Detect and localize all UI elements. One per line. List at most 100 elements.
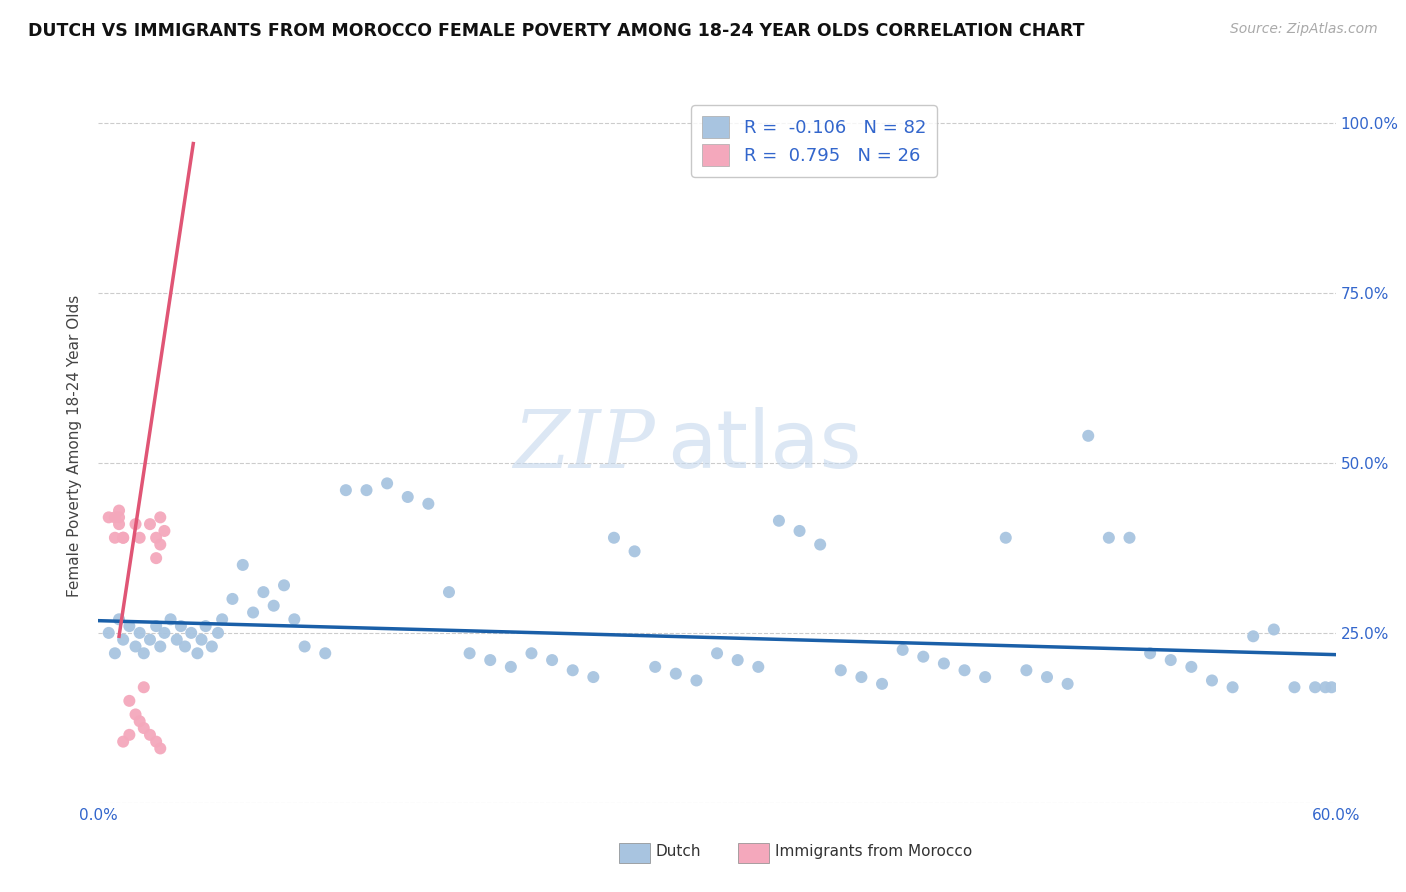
Point [1241, 629, 1264, 643]
Point [190, 632, 212, 647]
Point [242, 606, 264, 620]
Point [194, 619, 217, 633]
Point [499, 660, 522, 674]
Point [112, 531, 135, 545]
Point [118, 728, 141, 742]
Point [356, 483, 378, 498]
Point [263, 599, 285, 613]
Point [149, 741, 172, 756]
Point [479, 653, 502, 667]
Point [149, 640, 172, 654]
Point [1284, 680, 1306, 694]
Text: Source: ZipAtlas.com: Source: ZipAtlas.com [1230, 22, 1378, 37]
Point [132, 721, 155, 735]
Point [314, 646, 336, 660]
Point [1303, 680, 1326, 694]
Point [108, 510, 131, 524]
Point [139, 728, 162, 742]
Point [520, 646, 543, 660]
Point [1180, 660, 1202, 674]
Point [145, 734, 167, 748]
Point [623, 544, 645, 558]
Text: ZIP: ZIP [513, 408, 655, 484]
Point [186, 646, 208, 660]
Point [201, 640, 224, 654]
Point [159, 612, 181, 626]
Point [180, 626, 202, 640]
Text: DUTCH VS IMMIGRANTS FROM MOROCCO FEMALE POVERTY AMONG 18-24 YEAR OLDS CORRELATIO: DUTCH VS IMMIGRANTS FROM MOROCCO FEMALE … [28, 22, 1084, 40]
Point [112, 734, 135, 748]
Point [665, 666, 688, 681]
Point [104, 510, 127, 524]
Point [221, 591, 243, 606]
Point [232, 558, 254, 572]
Point [1320, 680, 1343, 694]
Point [170, 619, 193, 633]
Point [132, 646, 155, 660]
Point [139, 517, 162, 532]
Point [561, 663, 583, 677]
Point [128, 714, 150, 729]
Point [437, 585, 460, 599]
Point [644, 660, 666, 674]
Point [108, 517, 131, 532]
Point [166, 632, 188, 647]
Point [124, 517, 146, 532]
Point [789, 524, 811, 538]
Point [932, 657, 955, 671]
Point [418, 497, 440, 511]
Point [706, 646, 728, 660]
Point [891, 643, 914, 657]
Point [108, 612, 131, 626]
Point [283, 612, 305, 626]
Point [145, 551, 167, 566]
Point [1077, 429, 1099, 443]
Point [870, 677, 893, 691]
Point [1036, 670, 1059, 684]
Point [174, 640, 197, 654]
Point [458, 646, 481, 660]
Point [112, 531, 135, 545]
Point [1160, 653, 1182, 667]
Text: atlas: atlas [668, 407, 862, 485]
Point [1315, 680, 1337, 694]
Point [747, 660, 769, 674]
Point [1139, 646, 1161, 660]
Point [1098, 531, 1121, 545]
Point [582, 670, 605, 684]
Legend: R =  -0.106   N = 82, R =  0.795   N = 26: R = -0.106 N = 82, R = 0.795 N = 26 [692, 105, 936, 177]
Point [124, 640, 146, 654]
Point [118, 619, 141, 633]
Point [149, 537, 172, 551]
Y-axis label: Female Poverty Among 18-24 Year Olds: Female Poverty Among 18-24 Year Olds [67, 295, 83, 597]
Point [252, 585, 274, 599]
Point [1222, 680, 1244, 694]
Point [207, 626, 229, 640]
Point [132, 680, 155, 694]
Point [1263, 623, 1285, 637]
Point [953, 663, 976, 677]
Point [153, 524, 176, 538]
Point [128, 626, 150, 640]
Point [145, 619, 167, 633]
Point [145, 531, 167, 545]
Point [727, 653, 749, 667]
Point [153, 626, 176, 640]
Point [851, 670, 873, 684]
Point [912, 649, 935, 664]
Point [1015, 663, 1038, 677]
Point [603, 531, 626, 545]
Point [118, 694, 141, 708]
Point [108, 503, 131, 517]
Text: Immigrants from Morocco: Immigrants from Morocco [775, 845, 972, 859]
Point [273, 578, 295, 592]
Point [974, 670, 997, 684]
Point [139, 632, 162, 647]
Point [396, 490, 419, 504]
Point [112, 632, 135, 647]
Point [375, 476, 398, 491]
Text: Dutch: Dutch [655, 845, 700, 859]
Point [124, 707, 146, 722]
Point [830, 663, 852, 677]
Point [1201, 673, 1223, 688]
